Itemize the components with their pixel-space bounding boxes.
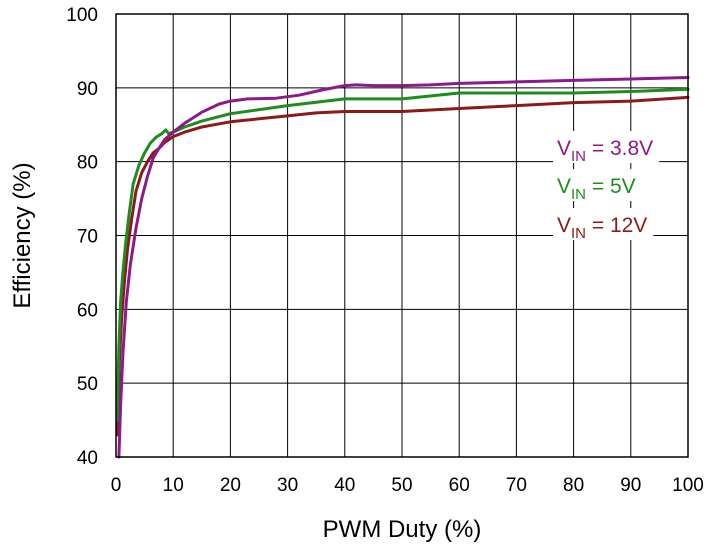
x-tick-label: 90 bbox=[620, 475, 641, 496]
legend-entry-2: VIN = 12V bbox=[557, 214, 647, 242]
series-line-2 bbox=[116, 95, 690, 437]
legend-base: V bbox=[557, 175, 571, 198]
series-lines bbox=[115, 76, 690, 459]
x-tick-label: 100 bbox=[672, 475, 704, 496]
y-tick-labels: 40 50 60 70 80 90 100 bbox=[66, 5, 98, 469]
x-tick-label: 50 bbox=[391, 475, 412, 496]
x-tick-label: 70 bbox=[506, 475, 527, 496]
y-tick-label: 50 bbox=[77, 374, 98, 395]
x-tick-label: 80 bbox=[563, 475, 584, 496]
y-tick-label: 90 bbox=[77, 79, 98, 100]
plot-frame bbox=[115, 13, 689, 458]
x-tick-label: 20 bbox=[220, 475, 241, 496]
legend-bg bbox=[553, 208, 654, 240]
y-tick-label: 80 bbox=[77, 153, 98, 174]
y-axis-title: Efficiency (%) bbox=[9, 162, 36, 308]
y-tick-label: 60 bbox=[77, 300, 98, 321]
x-tick-labels: 0 10 20 30 40 50 60 70 80 90 100 bbox=[111, 475, 704, 496]
legend-subscript: IN bbox=[571, 148, 586, 165]
x-tick-label: 30 bbox=[277, 475, 298, 496]
x-tick-label: 10 bbox=[163, 475, 184, 496]
y-tick-label: 100 bbox=[66, 5, 98, 26]
legend-subscript: IN bbox=[571, 225, 586, 242]
legend-bg bbox=[553, 131, 660, 163]
series-line-1 bbox=[115, 87, 690, 422]
legend-base: V bbox=[557, 137, 571, 160]
y-tick-label: 70 bbox=[77, 227, 98, 248]
legend-entry-0: VIN = 3.8V bbox=[557, 137, 653, 165]
x-tick-label: 40 bbox=[334, 475, 355, 496]
x-axis-title: PWM Duty (%) bbox=[323, 516, 482, 543]
x-tick-label: 0 bbox=[111, 475, 122, 496]
series-line-0 bbox=[117, 76, 690, 459]
x-tick-label: 60 bbox=[449, 475, 470, 496]
legend-entry-1: VIN = 5V bbox=[557, 175, 636, 203]
legend-subscript: IN bbox=[571, 186, 586, 203]
legend-rest: = 5V bbox=[586, 175, 636, 198]
legend-rest: = 12V bbox=[586, 214, 647, 237]
y-tick-label: 40 bbox=[77, 448, 98, 469]
legend-base: V bbox=[557, 214, 571, 237]
legend-bg bbox=[553, 169, 642, 201]
legend-rest: = 3.8V bbox=[586, 137, 653, 160]
